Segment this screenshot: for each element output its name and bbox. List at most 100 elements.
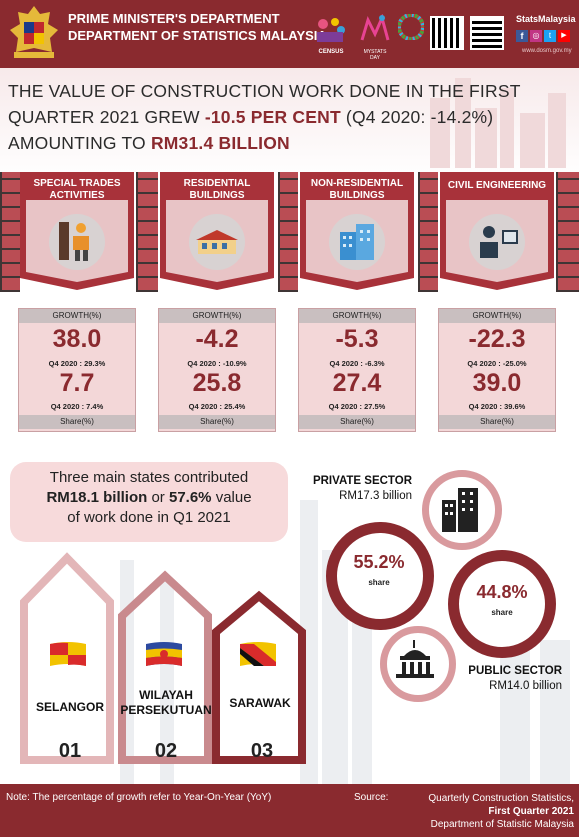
growth-q4: Q4 2020 : -6.3% xyxy=(329,359,385,368)
share-label: Share(%) xyxy=(439,415,555,429)
instagram-icon[interactable]: ◎ xyxy=(530,30,542,42)
mystats-label: MYSTATS DAY xyxy=(363,49,387,61)
skyline-silhouette xyxy=(430,78,566,168)
skyscraper-icon xyxy=(442,488,478,532)
private-share-ring xyxy=(326,522,434,630)
headline-part-1: THE VALUE OF CONSTRUCTION WORK DONE IN T… xyxy=(8,81,521,127)
selangor-flag xyxy=(50,642,86,666)
growth-label: GROWTH(%) xyxy=(439,309,555,323)
share-q4: Q4 2020 : 27.5% xyxy=(328,402,386,411)
office-building-icon xyxy=(340,224,374,260)
growth-q4: Q4 2020 : -25.0% xyxy=(467,359,527,368)
census-label: CENSUS xyxy=(318,49,344,55)
mystats-logo: MYSTATS DAY xyxy=(358,13,392,61)
private-sector-label: PRIVATE SECTOR RM17.3 billion xyxy=(310,474,412,504)
private-sector-amount: RM17.3 billion xyxy=(339,490,412,502)
state-name-wilayah: WILAYAH PERSEKUTUAN xyxy=(120,688,212,717)
share-value: 25.8 xyxy=(192,369,242,397)
statsmalaysia-label: StatsMalaysia xyxy=(516,14,576,24)
qr-code-icon[interactable] xyxy=(430,16,464,50)
twitter-icon[interactable]: t xyxy=(544,30,556,42)
headline-growth: -10.5 PER CENT xyxy=(204,107,341,127)
worker-icon xyxy=(59,222,89,261)
share-value: 7.7 xyxy=(59,369,95,397)
footer-source-line-2: First Quarter 2021 xyxy=(488,806,574,817)
category-name: NON-RESIDENTIAL BUILDINGS xyxy=(310,178,404,201)
footer-source-label: Source: xyxy=(354,792,389,803)
brick-wall-1 xyxy=(136,172,158,292)
public-share-word: share xyxy=(491,608,513,617)
footer-note: Note: The percentage of growth refer to … xyxy=(6,792,272,803)
header-bar: PRIME MINISTER'S DEPARTMENT DEPARTMENT O… xyxy=(0,0,579,68)
mystats-graphic xyxy=(360,13,390,41)
states-or: or xyxy=(147,489,169,506)
stat-card-civil-engineering: GROWTH(%) -22.3 Q4 2020 : -25.0% 39.0 Q4… xyxy=(438,308,556,432)
states-amount: RM18.1 billion xyxy=(46,489,148,506)
state-frame-sarawak xyxy=(212,590,306,764)
sarawak-flag xyxy=(240,642,276,666)
state-frame-selangor xyxy=(20,552,114,764)
facebook-icon[interactable]: f xyxy=(516,30,528,42)
public-sector-label: PUBLIC SECTOR RM14.0 billion xyxy=(450,664,562,694)
headline-part-2: (Q4 2020: -14.2%) AMOUNTING TO xyxy=(8,107,494,153)
share-label: Share(%) xyxy=(159,415,275,429)
state-name-sarawak: SARAWAK xyxy=(229,696,291,710)
brick-wall-right xyxy=(556,172,579,292)
footer-source-line-1: Quarterly Construction Statistics, xyxy=(428,793,574,804)
states-percent: 57.6% xyxy=(168,489,212,506)
government-building-icon xyxy=(396,640,434,678)
footer-source-line-3: Department of Statistic Malaysia xyxy=(430,819,574,830)
public-sector-icon-ring xyxy=(380,626,456,702)
category-banner-non-residential: NON-RESIDENTIAL BUILDINGS xyxy=(298,170,416,292)
share-label: Share(%) xyxy=(19,415,135,429)
states-value-word: value xyxy=(211,489,252,506)
private-share-value: 55.2% xyxy=(353,552,405,572)
crest-icon xyxy=(10,6,58,58)
share-value: 27.4 xyxy=(332,369,382,397)
category-name: RESIDENTIAL BUILDINGS xyxy=(183,178,251,201)
public-sector-amount: RM14.0 billion xyxy=(489,680,562,692)
stat-card-residential: GROWTH(%) -4.2 Q4 2020 : -10.9% 25.8 Q4 … xyxy=(158,308,276,432)
private-share-word: share xyxy=(368,578,390,587)
stat-card-non-residential: GROWTH(%) -5.3 Q4 2020 : -6.3% 27.4 Q4 2… xyxy=(298,308,416,432)
category-banner-special-trades: SPECIAL TRADES ACTIVITIES xyxy=(18,170,136,292)
state-rank-wilayah: 02 xyxy=(154,740,178,762)
stat-card-special-trades: GROWTH(%) 38.0 Q4 2020 : 29.3% 7.7 Q4 20… xyxy=(18,308,136,432)
engineer-icon xyxy=(480,226,518,258)
growth-value: -22.3 xyxy=(468,325,526,353)
brick-wall-2 xyxy=(278,172,298,292)
share-label: Share(%) xyxy=(299,415,415,429)
states-summary-line-1: Three main states contributed xyxy=(49,469,249,486)
share-q4: Q4 2020 : 39.6% xyxy=(468,402,526,411)
state-frame-wilayah xyxy=(118,570,212,764)
states-summary-text: Three main states contributed RM18.1 bil… xyxy=(10,468,288,528)
wilayah-flag xyxy=(146,642,182,666)
growth-q4: Q4 2020 : -10.9% xyxy=(187,359,247,368)
footer-source: Quarterly Construction Statistics, First… xyxy=(396,792,574,831)
dept-line-2: DEPARTMENT OF STATISTICS MALAYSIA xyxy=(68,28,327,43)
growth-value: -4.2 xyxy=(195,325,239,353)
category-banner-civil-engineering: CIVIL ENGINEERING xyxy=(438,170,556,292)
youtube-icon[interactable]: ▶ xyxy=(558,30,570,42)
growth-label: GROWTH(%) xyxy=(19,309,135,323)
public-share-ring xyxy=(448,550,556,658)
headline-amount: RM31.4 BILLION xyxy=(150,133,290,153)
states-summary-line-2: RM18.1 billion or 57.6% value xyxy=(10,488,288,508)
private-sector-title: PRIVATE SECTOR xyxy=(312,475,412,487)
share-q4: Q4 2020 : 25.4% xyxy=(188,402,246,411)
growth-q4: Q4 2020 : 29.3% xyxy=(48,359,106,368)
growth-value: 38.0 xyxy=(52,325,102,353)
public-sector-title: PUBLIC SECTOR xyxy=(468,665,562,677)
public-share-value: 44.8% xyxy=(476,582,528,602)
website-url[interactable]: www.dosm.gov.my xyxy=(522,48,572,54)
qr-code-icon[interactable] xyxy=(470,16,504,50)
category-banner-residential: RESIDENTIAL BUILDINGS xyxy=(158,170,276,292)
category-name: CIVIL ENGINEERING xyxy=(447,180,547,191)
state-name-selangor: SELANGOR xyxy=(35,700,104,714)
growth-label: GROWTH(%) xyxy=(299,309,415,323)
brick-wall-left xyxy=(0,172,20,292)
share-value: 39.0 xyxy=(472,369,522,397)
department-name: PRIME MINISTER'S DEPARTMENT DEPARTMENT O… xyxy=(68,10,327,44)
dept-line-1: PRIME MINISTER'S DEPARTMENT xyxy=(68,11,280,26)
footer-bar: Note: The percentage of growth refer to … xyxy=(0,784,579,837)
